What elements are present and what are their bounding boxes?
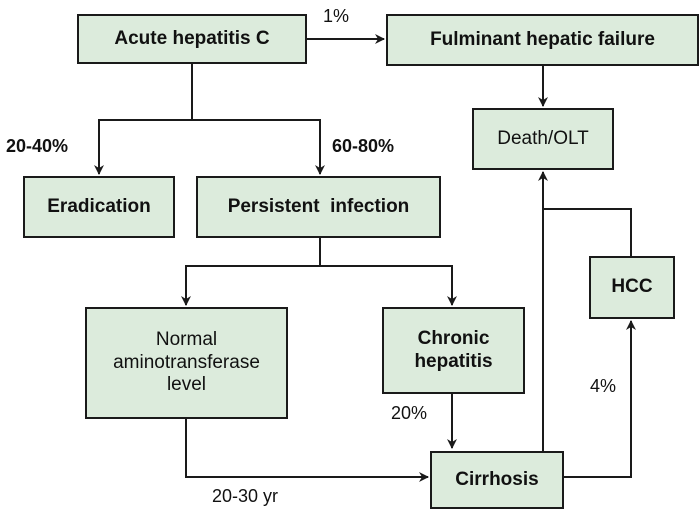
node-normal-aminotransferase: Normal aminotransferase level bbox=[85, 307, 288, 419]
node-cirrhosis: Cirrhosis bbox=[430, 451, 564, 509]
edge-label-1-percent: 1% bbox=[323, 6, 349, 27]
node-chronic-hepatitis: Chronic hepatitis bbox=[382, 307, 525, 394]
edge-label-4-percent: 4% bbox=[590, 376, 616, 397]
node-label-line-1: Chronic bbox=[418, 328, 490, 351]
edge-acute-persistent bbox=[192, 120, 320, 174]
node-fulminant-hepatic-failure: Fulminant hepatic failure bbox=[386, 14, 699, 66]
edge-label-20-40-percent: 20-40% bbox=[6, 136, 68, 157]
edge-persistent-chronic bbox=[320, 266, 452, 305]
edge-label-20-percent: 20% bbox=[391, 403, 427, 424]
node-label: Eradication bbox=[47, 196, 150, 219]
edge-hcc-death bbox=[543, 209, 631, 256]
edge-cirrhosis-hcc bbox=[564, 321, 631, 477]
node-acute-hepatitis-c: Acute hepatitis C bbox=[77, 14, 307, 64]
edge-label-20-30-yr: 20-30 yr bbox=[212, 486, 278, 507]
node-persistent-infection: Persistent infection bbox=[196, 176, 441, 238]
node-label: HCC bbox=[611, 276, 652, 299]
edge-acute-split bbox=[99, 62, 192, 174]
edge-persistent-normal bbox=[186, 238, 320, 305]
node-eradication: Eradication bbox=[23, 176, 175, 238]
node-label-line-2: hepatitis bbox=[414, 351, 492, 374]
edge-normal-cirrhosis bbox=[186, 419, 428, 477]
edge-label-60-80-percent: 60-80% bbox=[332, 136, 394, 157]
node-label: Acute hepatitis C bbox=[114, 28, 269, 51]
node-label-line-1: Normal bbox=[156, 329, 217, 352]
node-label-line-2: aminotransferase bbox=[113, 352, 260, 375]
node-label-line-3: level bbox=[167, 374, 206, 397]
node-label: Persistent infection bbox=[228, 196, 410, 219]
node-death-olt: Death/OLT bbox=[472, 108, 614, 170]
node-label: Cirrhosis bbox=[455, 469, 538, 492]
node-label: Death/OLT bbox=[497, 128, 589, 151]
node-label: Fulminant hepatic failure bbox=[430, 29, 655, 52]
node-hcc: HCC bbox=[589, 256, 675, 319]
